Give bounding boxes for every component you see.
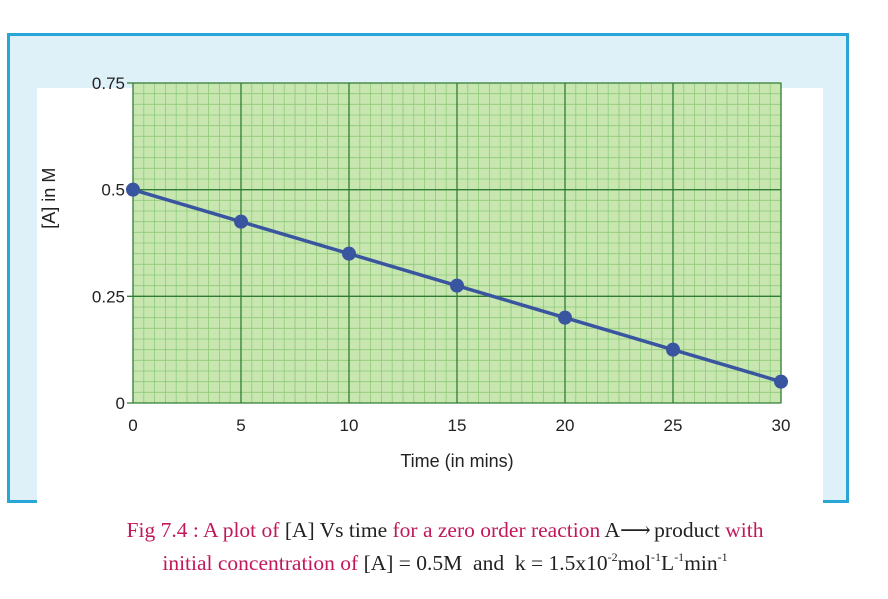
mol-unit: mol [617,551,652,575]
k-exponent: -2 [607,550,618,564]
caption-fig-label: Fig 7.4 : A plot of [126,518,280,542]
data-point [126,182,140,197]
y-tick-label: 0.5 [101,181,125,200]
x-tick-label: 10 [340,416,359,435]
x-tick-label: 30 [772,416,791,435]
reaction-arrow: ⟶ [619,518,651,542]
data-point [774,374,788,389]
x-tick-labels: 0 5 10 15 20 25 30 [128,416,790,435]
caption-conc-value: [A] = 0.5M [363,551,463,575]
caption-rate-constant: k = 1.5x10-2mol-1L-1min-1 [515,551,728,575]
caption-line-2: initial concentration of [A] = 0.5M and … [30,547,860,580]
l-exponent: -1 [674,550,685,564]
data-point [558,310,572,325]
min-unit: min [684,551,718,575]
caption-reactant: A [604,518,620,542]
x-axis-label: Time (in mins) [400,451,513,471]
caption-line-1: Fig 7.4 : A plot of [A] Vs time for a ze… [30,514,860,547]
y-tick-label: 0.25 [92,287,125,306]
min-exponent: -1 [717,550,728,564]
caption-zero-order: for a zero order reaction [392,518,601,542]
data-point [342,246,356,261]
x-tick-label: 20 [556,416,575,435]
caption-and: and [473,551,505,575]
mol-exponent: -1 [651,550,662,564]
data-point [666,342,680,357]
caption-product: product [654,518,720,542]
plot-border [132,82,782,404]
y-tick-labels: 0 0.25 0.5 0.75 [92,74,125,413]
y-axis-label: [A] in M [39,168,59,229]
x-tick-label: 0 [128,416,137,435]
l-unit: L [661,551,675,575]
y-tick-label: 0.75 [92,74,125,93]
data-point [450,278,464,293]
data-point [234,214,248,229]
data-points [126,182,788,389]
caption-with: with [725,518,764,542]
x-tick-label: 5 [236,416,245,435]
line-chart: 0 5 10 15 20 25 30 0 0.25 0.5 0.75 Time (in mins)… [39,74,790,471]
y-tick-label: 0 [116,394,125,413]
caption-a-vs-time: [A] Vs time [284,518,388,542]
caption-initial-conc: initial concentration of [162,551,359,575]
x-tick-label: 15 [448,416,467,435]
figure-caption: Fig 7.4 : A plot of [A] Vs time for a ze… [30,514,860,580]
k-value: k = 1.5x10 [514,551,608,575]
x-tick-label: 25 [664,416,683,435]
plot-panel: 0 5 10 15 20 25 30 0 0.25 0.5 0.75 Time (in mins)… [37,74,823,516]
